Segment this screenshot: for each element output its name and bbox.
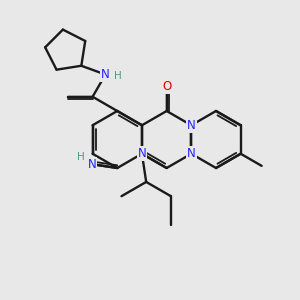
Text: O: O xyxy=(162,80,171,93)
Text: H: H xyxy=(114,71,122,81)
Text: N: N xyxy=(138,147,146,160)
Text: N: N xyxy=(187,119,196,132)
Text: N: N xyxy=(187,147,196,160)
Text: H: H xyxy=(76,152,84,162)
Text: N: N xyxy=(88,158,96,171)
Text: N: N xyxy=(101,68,110,81)
